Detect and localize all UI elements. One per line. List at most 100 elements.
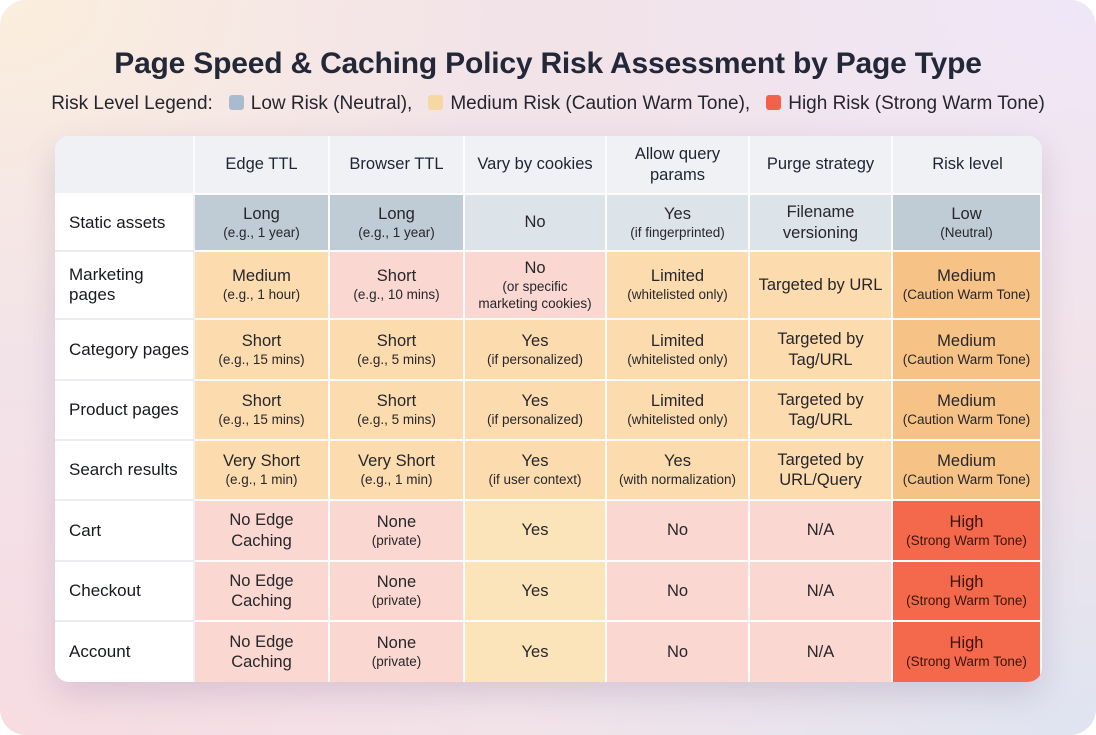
cell-main-text: Yes bbox=[521, 452, 549, 471]
cell-sub-text: (whitelisted only) bbox=[627, 351, 728, 367]
cell-main-text: Short bbox=[376, 392, 417, 411]
low-risk-legend-label: Low Risk (Neutral), bbox=[250, 93, 413, 114]
cell-sub-text: (if personalized) bbox=[486, 351, 584, 367]
cell-main-text: Targeted by Tag/URL bbox=[777, 330, 864, 369]
cell-main-text: N/A bbox=[806, 521, 835, 540]
cell-risk-level: Medium (Caution Warm Tone) bbox=[893, 320, 1042, 381]
cell-purge-strategy: Targeted by Tag/URL bbox=[750, 381, 893, 441]
cell-sub-text: (Caution Warm Tone) bbox=[902, 472, 1031, 488]
cell-main-text: Short bbox=[241, 331, 282, 350]
cell-sub-text: (or specific marketing cookies) bbox=[478, 279, 592, 311]
cell-sub-text: (whitelisted only) bbox=[627, 412, 728, 428]
cell-sub-text: (e.g., 15 mins) bbox=[218, 412, 305, 428]
cell-purge-strategy: Targeted by Tag/URL bbox=[750, 320, 893, 381]
high-risk-swatch-icon bbox=[766, 95, 782, 110]
cell-edge-ttl: Very Short (e.g., 1 min) bbox=[195, 441, 330, 501]
cell-risk-level: Medium (Caution Warm Tone) bbox=[893, 381, 1042, 441]
cell-allow-query-params: Limited (whitelisted only) bbox=[607, 252, 750, 320]
cell-sub-text: (e.g., 1 min) bbox=[360, 472, 433, 488]
cell-sub-text: (e.g., 15 mins) bbox=[218, 351, 305, 367]
cell-vary-by-cookies: Yes (if user context) bbox=[465, 441, 607, 501]
cell-main-text: None bbox=[376, 634, 417, 653]
cell-main-text: Short bbox=[376, 267, 417, 286]
cell-risk-level: Medium (Caution Warm Tone) bbox=[893, 441, 1042, 501]
cell-edge-ttl: Short (e.g., 15 mins) bbox=[195, 320, 330, 381]
cell-sub-text: (whitelisted only) bbox=[627, 287, 728, 303]
cell-main-text: No bbox=[666, 521, 689, 540]
medium-risk-legend-label: Medium Risk (Caution Warm Tone), bbox=[450, 93, 751, 114]
cell-sub-text: (e.g., 5 mins) bbox=[357, 412, 436, 428]
cell-vary-by-cookies: Yes (if personalized) bbox=[465, 320, 607, 381]
table-row: Marketing pages Medium (e.g., 1 hour) Short… bbox=[55, 252, 1042, 320]
cell-main-text: None bbox=[376, 573, 417, 592]
cell-sub-text: (if fingerprinted) bbox=[630, 224, 725, 240]
cell-allow-query-params: Yes (with normalization) bbox=[607, 441, 750, 501]
cell-vary-by-cookies: Yes (if personalized) bbox=[465, 381, 607, 441]
cell-allow-query-params: Limited (whitelisted only) bbox=[607, 381, 750, 441]
column-header-edge-ttl: Edge TTL bbox=[195, 136, 330, 195]
cell-risk-level: Low (Neutral) bbox=[893, 195, 1042, 252]
row-label: Marketing pages bbox=[55, 252, 195, 320]
cell-sub-text: (Caution Warm Tone) bbox=[902, 351, 1031, 367]
row-label: Checkout bbox=[55, 562, 195, 622]
cell-purge-strategy: N/A bbox=[750, 622, 893, 682]
header-row: Edge TTL Browser TTL Vary by cookies Allow … bbox=[55, 136, 1042, 195]
cell-vary-by-cookies: Yes bbox=[465, 501, 607, 562]
column-header-purge-strategy: Purge strategy bbox=[750, 136, 893, 195]
cell-main-text: Very Short bbox=[222, 452, 301, 471]
cell-purge-strategy: Targeted by URL bbox=[750, 252, 893, 320]
cell-main-text: Medium bbox=[937, 392, 996, 411]
cell-main-text: None bbox=[376, 512, 417, 531]
cell-sub-text: (Strong Warm Tone) bbox=[906, 654, 1027, 670]
cell-main-text: No bbox=[524, 213, 546, 232]
cell-risk-level: High (Strong Warm Tone) bbox=[893, 622, 1042, 682]
cell-purge-strategy: N/A bbox=[750, 501, 893, 562]
cell-allow-query-params: No bbox=[607, 501, 750, 562]
cell-sub-text: (private) bbox=[371, 532, 422, 548]
cell-main-text: N/A bbox=[806, 581, 835, 600]
cell-edge-ttl: No Edge Caching bbox=[195, 562, 330, 622]
cell-main-text: Targeted by URL/Query bbox=[777, 450, 864, 489]
cell-main-text: High bbox=[949, 573, 984, 592]
row-label: Search results bbox=[55, 441, 195, 501]
cell-main-text: Targeted by Tag/URL bbox=[777, 390, 864, 429]
row-label: Product pages bbox=[55, 381, 195, 441]
risk-table-card: Edge TTL Browser TTL Vary by cookies Allow … bbox=[55, 136, 1042, 682]
cell-edge-ttl: Short (e.g., 15 mins) bbox=[195, 381, 330, 441]
cell-browser-ttl: Short (e.g., 10 mins) bbox=[330, 252, 465, 320]
cell-main-text: Long bbox=[378, 204, 415, 223]
cell-vary-by-cookies: Yes bbox=[465, 622, 607, 682]
cell-main-text: No bbox=[666, 642, 689, 661]
cell-main-text: Medium bbox=[937, 267, 996, 286]
cell-allow-query-params: Yes (if fingerprinted) bbox=[607, 195, 750, 252]
risk-table: Edge TTL Browser TTL Vary by cookies Allow … bbox=[55, 136, 1042, 682]
cell-vary-by-cookies: No (or specific marketing cookies) bbox=[465, 252, 607, 320]
low-risk-swatch-icon bbox=[228, 95, 244, 110]
cell-main-text: Limited bbox=[650, 392, 705, 411]
cell-purge-strategy: N/A bbox=[750, 562, 893, 622]
cell-sub-text: (if personalized) bbox=[486, 412, 584, 428]
cell-main-text: No Edge Caching bbox=[229, 571, 294, 610]
risk-legend-items: Low Risk (Neutral), Medium Risk (Caution … bbox=[213, 93, 1045, 114]
cell-main-text: High bbox=[949, 634, 984, 653]
cell-vary-by-cookies: Yes bbox=[465, 562, 607, 622]
row-label: Cart bbox=[55, 501, 195, 562]
cell-main-text: Very Short bbox=[357, 452, 436, 471]
cell-allow-query-params: Limited (whitelisted only) bbox=[607, 320, 750, 381]
cell-browser-ttl: None (private) bbox=[330, 501, 465, 562]
cell-vary-by-cookies: No bbox=[465, 195, 607, 252]
table-row: Static assets Long (e.g., 1 year) Long (e.g.… bbox=[55, 195, 1042, 252]
cell-risk-level: High (Strong Warm Tone) bbox=[893, 501, 1042, 562]
cell-main-text: Low bbox=[951, 204, 982, 223]
cell-main-text: N/A bbox=[806, 642, 835, 661]
row-label: Category pages bbox=[55, 320, 195, 381]
cell-sub-text: (if user context) bbox=[488, 472, 582, 488]
cell-main-text: Yes bbox=[521, 642, 549, 661]
table-row: Category pages Short (e.g., 15 mins) Short(… bbox=[55, 320, 1042, 381]
cell-purge-strategy: Targeted by URL/Query bbox=[750, 441, 893, 501]
cell-main-text: Yes bbox=[664, 452, 691, 471]
cell-main-text: High bbox=[949, 512, 984, 531]
cell-sub-text: (private) bbox=[371, 593, 422, 609]
cell-main-text: Short bbox=[376, 331, 417, 350]
